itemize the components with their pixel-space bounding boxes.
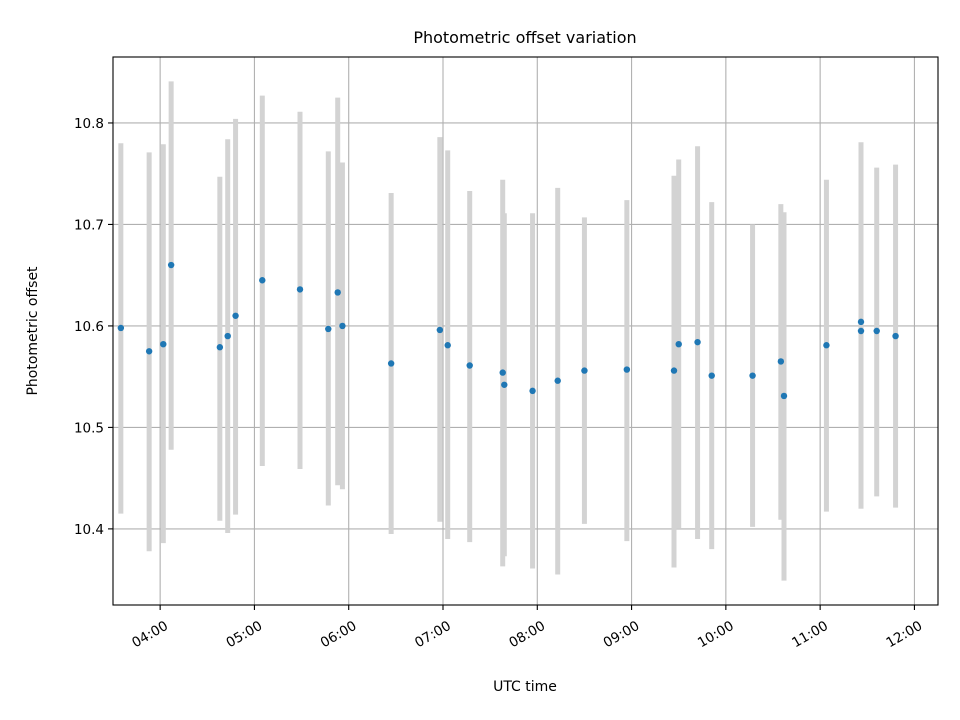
data-point bbox=[708, 372, 715, 379]
data-point bbox=[160, 340, 167, 348]
data-point bbox=[529, 387, 536, 395]
chart-title: Photometric offset variation bbox=[413, 28, 636, 47]
data-point bbox=[296, 286, 304, 293]
data-point bbox=[780, 392, 788, 400]
y-tick-label: 10.6 bbox=[74, 319, 104, 335]
data-point bbox=[444, 342, 451, 349]
y-axis-label: Photometric offset bbox=[25, 266, 41, 396]
data-point bbox=[581, 367, 588, 374]
data-point bbox=[670, 367, 678, 374]
data-point bbox=[873, 327, 880, 335]
data-point bbox=[499, 369, 506, 376]
data-point bbox=[694, 338, 701, 346]
data-point bbox=[167, 261, 175, 269]
data-point bbox=[339, 322, 346, 330]
data-point bbox=[387, 360, 395, 367]
y-axis: 10.4 10.5 10.6 10.7 10.8 bbox=[74, 116, 113, 538]
data-point bbox=[466, 362, 473, 369]
x-axis-label: UTC time bbox=[493, 679, 557, 695]
data-point bbox=[749, 372, 756, 379]
data-point bbox=[823, 342, 830, 349]
data-point bbox=[777, 358, 785, 365]
y-tick-label: 10.7 bbox=[74, 217, 104, 233]
data-point bbox=[325, 325, 332, 333]
y-tick-label: 10.5 bbox=[74, 420, 104, 436]
data-point bbox=[501, 381, 508, 388]
data-point bbox=[675, 340, 682, 348]
data-point bbox=[117, 324, 125, 332]
data-point bbox=[224, 332, 231, 340]
y-tick-label: 10.8 bbox=[74, 116, 104, 132]
plot-frame bbox=[112, 56, 939, 606]
data-point bbox=[623, 366, 631, 373]
data-point bbox=[857, 318, 865, 326]
data-point bbox=[892, 332, 899, 340]
data-point bbox=[554, 377, 561, 384]
data-point bbox=[334, 289, 341, 296]
data-point bbox=[857, 327, 865, 335]
grid bbox=[113, 57, 938, 605]
data-point bbox=[232, 312, 239, 319]
data-point bbox=[145, 348, 153, 355]
data-point bbox=[259, 277, 266, 284]
y-tick-label: 10.4 bbox=[74, 522, 104, 538]
data-point bbox=[436, 326, 444, 334]
data-point bbox=[216, 344, 224, 351]
data-points bbox=[117, 261, 899, 400]
